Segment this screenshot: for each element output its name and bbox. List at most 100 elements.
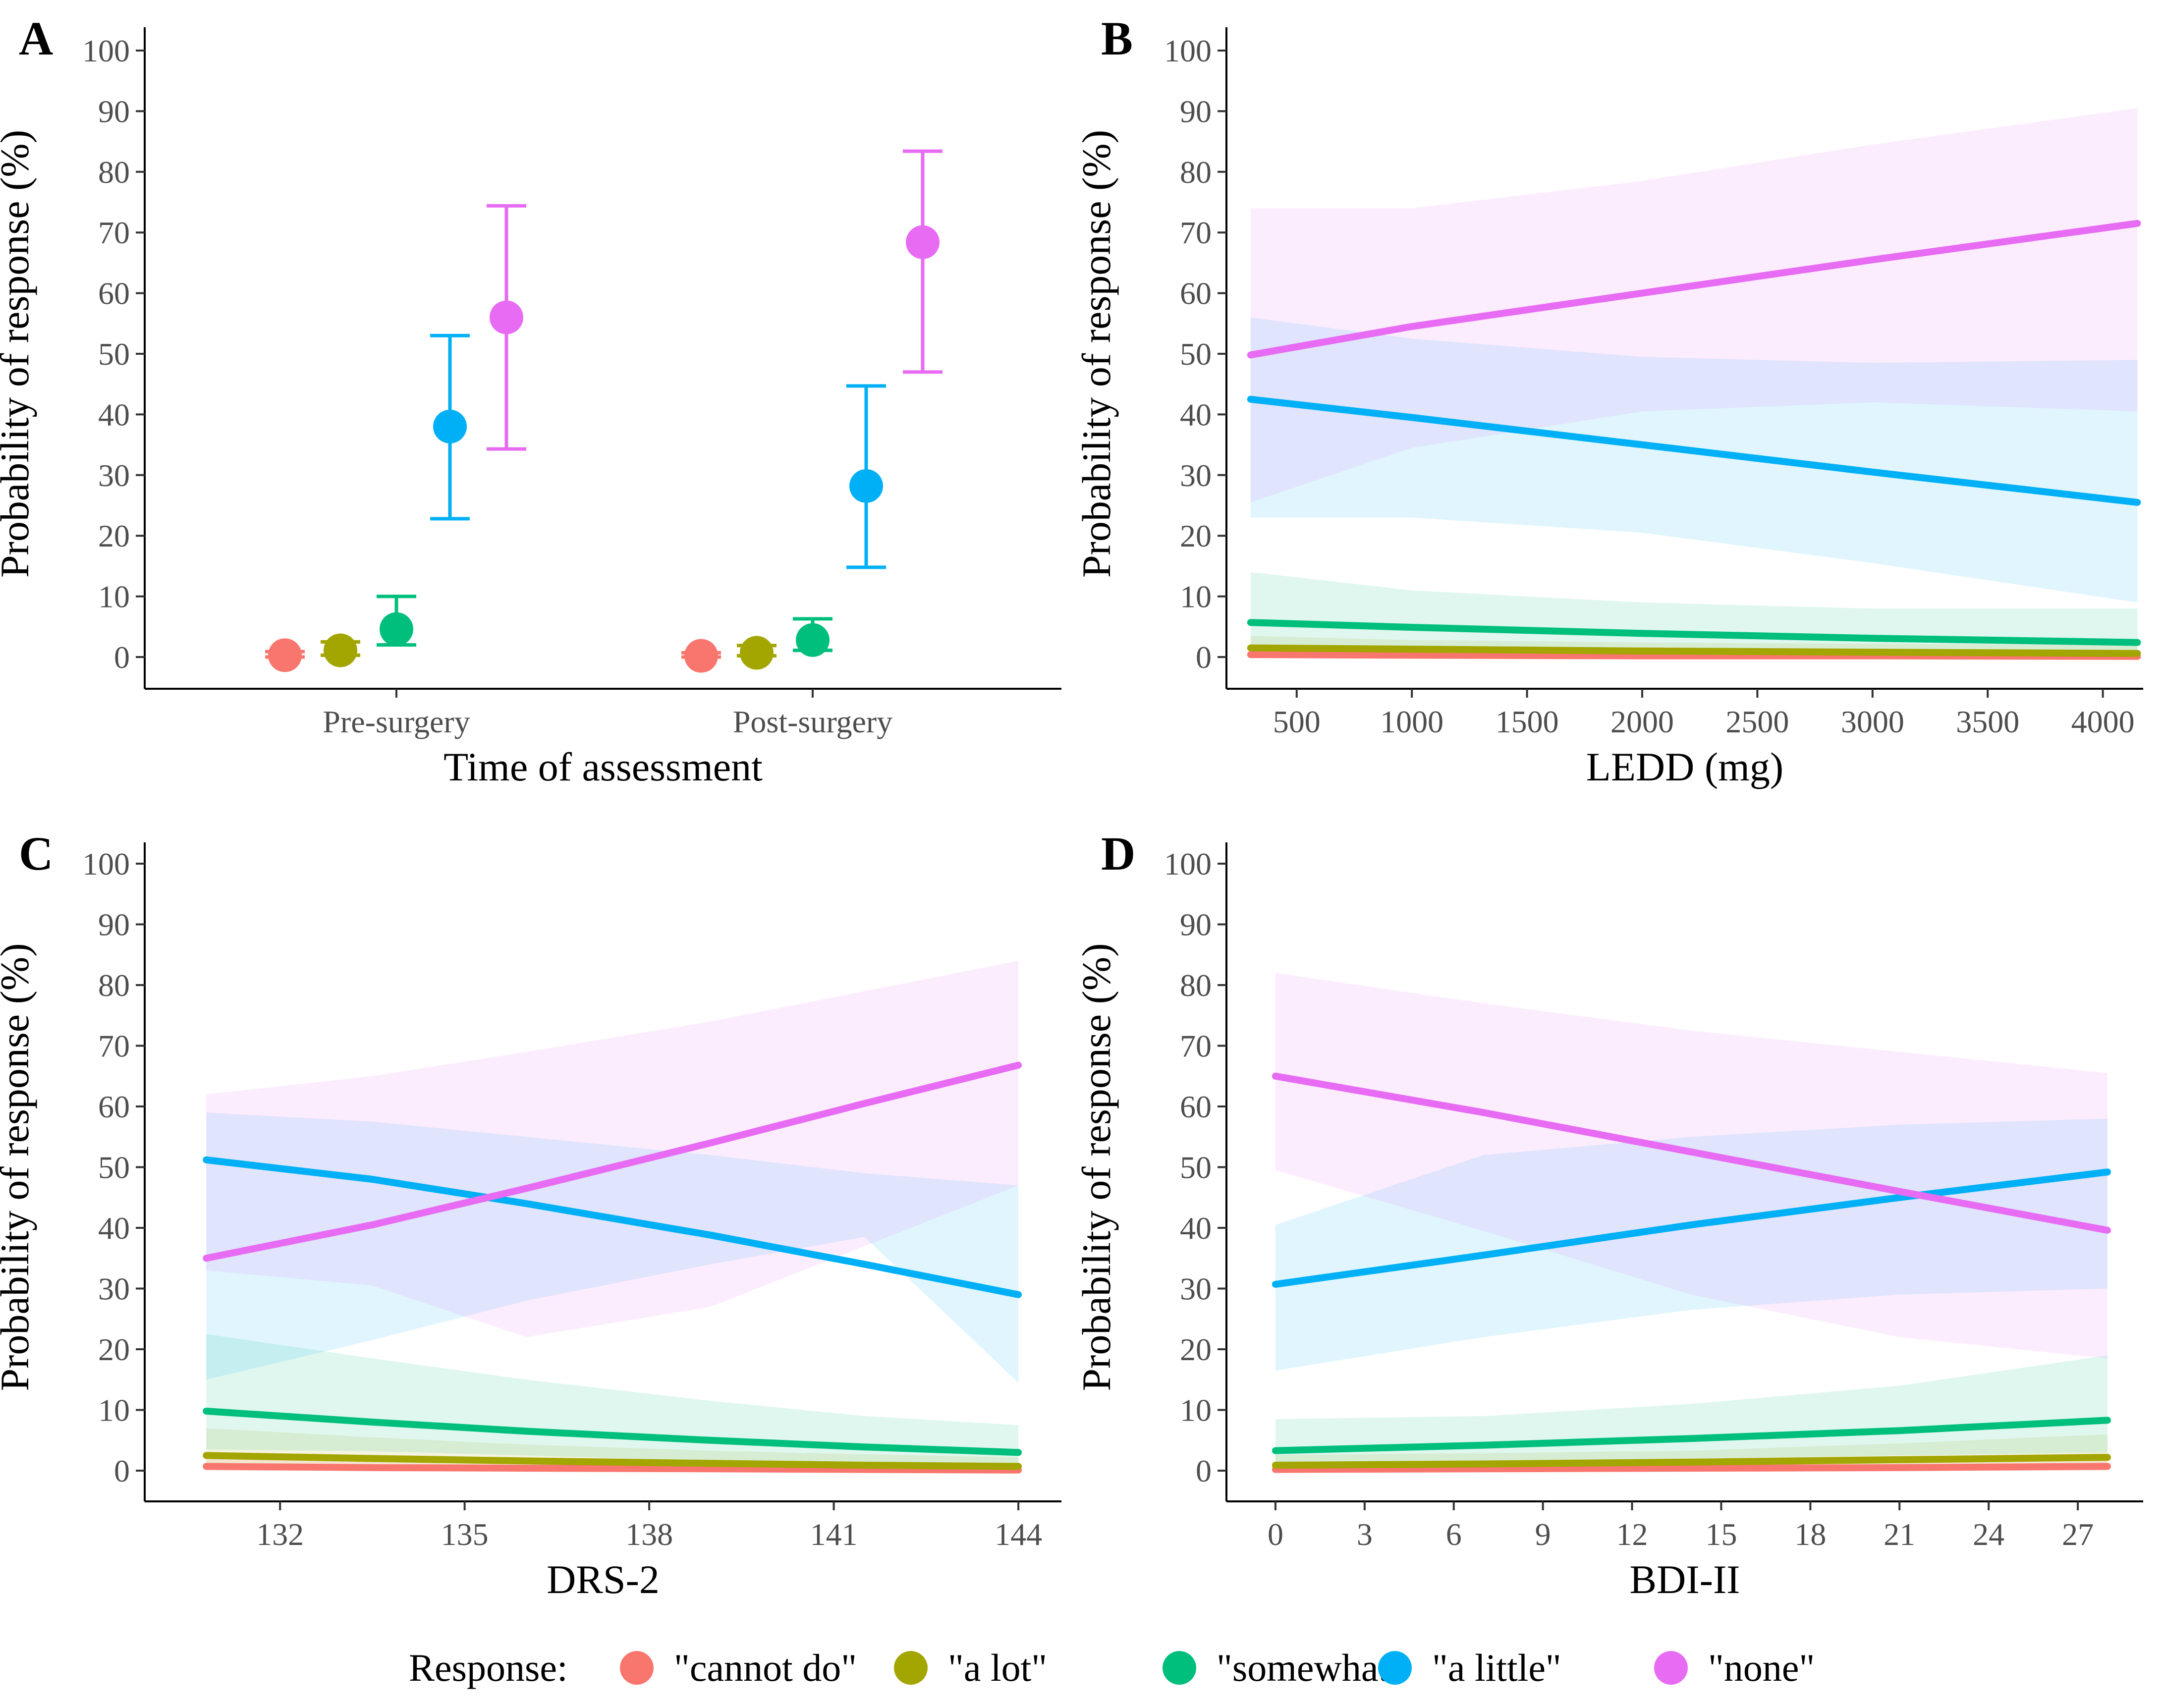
series-line (203, 1463, 1022, 1474)
x-tick-label: 21 (1884, 1517, 1915, 1552)
y-tick-label: 60 (98, 1089, 130, 1124)
y-tick-label: 100 (1164, 846, 1212, 882)
x-axis-title: LEDD (mg) (1586, 744, 1784, 789)
y-tick-label: 50 (98, 336, 130, 372)
series-line (1247, 395, 2141, 506)
series-0 (265, 638, 721, 673)
y-tick-label: 90 (1180, 907, 1212, 942)
panel-a: A 0 10 20 30 40 50 60 70 80 90 100 Probability of re… (0, 12, 1061, 789)
x-axis-title: DRS-2 (547, 1557, 660, 1602)
x-tick-label: 12 (1616, 1517, 1648, 1552)
series-line (1272, 1454, 2111, 1469)
y-tick-label: 30 (1180, 1271, 1212, 1307)
confidence-band (206, 961, 1019, 1337)
series-line (203, 1061, 1022, 1262)
x-tick-label: 500 (1273, 704, 1321, 739)
legend-item: "somewhat" (1163, 1646, 1405, 1689)
legend: Response: "cannot do" "a lot" "somewhat" "a … (409, 1646, 1815, 1689)
series-line (1247, 644, 2141, 657)
confidence-band (206, 1334, 1019, 1468)
y-tick-label: 70 (98, 1029, 130, 1064)
x-tick-label: 2000 (1610, 704, 1674, 739)
y-tick-label: 30 (1180, 458, 1212, 493)
y-tick-label: 80 (1180, 155, 1212, 190)
x-tick-label: 3000 (1841, 704, 1904, 739)
legend-key (1163, 1651, 1196, 1685)
confidence-band (1275, 1118, 2107, 1371)
confidence-band (1250, 572, 2138, 656)
x-tick-label: 144 (995, 1517, 1042, 1552)
legend-key (620, 1651, 654, 1685)
panel-letter: D (1101, 827, 1135, 880)
series-line (1272, 1168, 2111, 1288)
legend-item: "none" (1654, 1646, 1815, 1689)
y-tick-label: 90 (98, 94, 130, 129)
x-tick-label: 3 (1357, 1517, 1373, 1552)
x-tick-label: 9 (1535, 1517, 1551, 1552)
legend-label: "a lot" (948, 1646, 1047, 1689)
x-axis-title: Time of assessment (443, 744, 763, 789)
x-tick-label: 132 (256, 1517, 304, 1552)
legend-key (1378, 1651, 1412, 1685)
legend-item: "a lot" (894, 1646, 1047, 1689)
y-tick-label: 10 (98, 1393, 130, 1428)
panel-b: B 0 10 20 30 40 50 60 70 80 90 100 Probability of re… (1074, 12, 2143, 789)
series-line (1272, 1417, 2111, 1454)
y-axis-title: Probability of response (%) (1074, 943, 1119, 1391)
y-tick-label: 0 (114, 640, 130, 675)
panel-letter: C (19, 827, 53, 880)
y-tick-label: 20 (98, 1332, 130, 1367)
series-3 (430, 333, 886, 569)
y-tick-label: 50 (1180, 336, 1212, 372)
legend-label: "somewhat" (1217, 1646, 1405, 1689)
x-tick-label: 27 (2062, 1517, 2094, 1552)
y-tick-label: 90 (1180, 94, 1212, 129)
series-2 (377, 595, 832, 657)
y-tick-label: 60 (1180, 276, 1212, 311)
legend-label: "cannot do" (674, 1646, 857, 1689)
y-tick-label: 90 (98, 907, 130, 942)
x-tick-label: 18 (1794, 1517, 1826, 1552)
series-line (203, 1407, 1022, 1456)
series-1 (321, 633, 776, 670)
y-tick-label: 0 (1196, 1453, 1212, 1488)
x-tick-label: Post-surgery (733, 704, 892, 739)
y-axis-title: Probability of response (%) (1074, 130, 1119, 578)
y-tick-label: 0 (1196, 640, 1212, 675)
panel-c: C 0 10 20 30 40 50 60 70 80 90 100 Probability of re… (0, 827, 1061, 1602)
y-tick-label: 100 (1164, 33, 1212, 68)
series-line (1247, 220, 2141, 359)
x-tick-label: 4000 (2071, 704, 2135, 739)
y-tick-label: 10 (98, 579, 130, 614)
confidence-band (1275, 973, 2107, 1359)
y-tick-label: 10 (1180, 579, 1212, 614)
y-tick-label: 50 (98, 1150, 130, 1185)
series-line (1272, 1463, 2111, 1473)
data-point (490, 300, 523, 334)
x-tick-label: 6 (1446, 1517, 1462, 1552)
data-point (740, 636, 774, 670)
data-point (684, 639, 718, 673)
y-tick-label: 70 (1180, 215, 1212, 250)
data-point (849, 469, 883, 503)
confidence-band (206, 1112, 1019, 1383)
y-tick-label: 100 (82, 33, 130, 68)
x-tick-label: 141 (810, 1517, 858, 1552)
legend-label: "none" (1708, 1646, 1815, 1689)
x-tick-label: 135 (441, 1517, 489, 1552)
y-tick-label: 60 (98, 276, 130, 311)
x-tick-label: 138 (625, 1517, 673, 1552)
legend-item: "a little" (1378, 1646, 1561, 1689)
legend-key (894, 1651, 928, 1685)
x-tick-label: Pre-surgery (323, 704, 470, 739)
y-tick-label: 40 (1180, 397, 1212, 432)
panel-letter: A (19, 12, 53, 65)
y-tick-label: 0 (114, 1453, 130, 1488)
series-line (1272, 1072, 2111, 1234)
x-axis-title: BDI-II (1629, 1557, 1740, 1602)
y-tick-label: 30 (98, 1271, 130, 1307)
data-point (906, 225, 940, 259)
